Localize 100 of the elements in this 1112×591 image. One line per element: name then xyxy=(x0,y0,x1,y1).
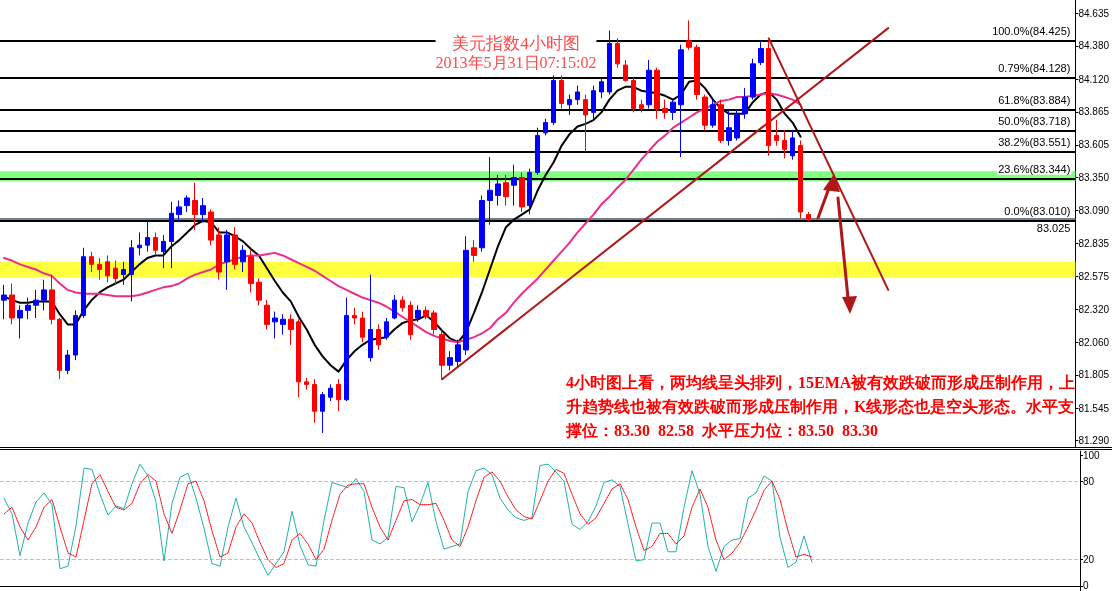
candlestick xyxy=(368,274,373,362)
candlestick xyxy=(471,239,477,263)
candlestick xyxy=(208,208,214,246)
candlestick xyxy=(607,30,612,96)
candlestick xyxy=(654,67,660,120)
candlestick xyxy=(718,99,724,144)
candlestick xyxy=(376,323,381,351)
candlestick xyxy=(463,235,469,356)
candlestick xyxy=(702,94,708,131)
y-tick-label: 83.865 xyxy=(1078,106,1110,118)
candlestick xyxy=(224,229,230,291)
ref-line-label: 0.0%(83.010) xyxy=(1004,205,1071,218)
candlestick xyxy=(447,350,453,371)
y-tick-label: 81.290 xyxy=(1078,435,1110,447)
candlestick xyxy=(113,260,118,286)
candlestick xyxy=(192,182,198,231)
candlestick xyxy=(527,168,532,216)
candlestick xyxy=(392,294,397,320)
candlestick xyxy=(89,251,94,273)
y-tick-label: 83.090 xyxy=(1078,205,1110,217)
candlestick xyxy=(121,261,126,286)
candlestick xyxy=(575,85,580,106)
candlestick xyxy=(81,247,86,319)
candlestick xyxy=(161,234,166,269)
candlestick xyxy=(280,313,286,336)
candlestick xyxy=(591,85,596,120)
candlestick xyxy=(216,226,222,281)
candlestick xyxy=(535,127,540,176)
ref-line-label: 50.0%(83.718) xyxy=(998,114,1071,127)
candlestick xyxy=(431,309,437,336)
candlestick xyxy=(33,289,39,319)
candlestick xyxy=(543,118,548,136)
candlestick xyxy=(511,164,517,207)
y-tick-label: 83.350 xyxy=(1078,172,1110,184)
candlestick xyxy=(631,77,636,113)
candlestick xyxy=(176,200,182,223)
y-tick-label: 80 xyxy=(1083,475,1095,487)
candlestick xyxy=(97,257,102,281)
candlestick xyxy=(105,254,110,283)
candlestick xyxy=(137,231,142,256)
candlestick xyxy=(312,378,317,424)
candlestick xyxy=(503,174,509,207)
y-tick-label: 20 xyxy=(1083,554,1095,566)
candlestick xyxy=(415,304,421,323)
candlestick xyxy=(734,109,740,141)
candlestick xyxy=(320,391,325,434)
y-tick-label: 81.545 xyxy=(1078,402,1110,414)
candlestick xyxy=(304,377,309,391)
ref-line-label: 100.0%(84.425) xyxy=(992,25,1071,38)
candlestick xyxy=(384,317,389,341)
candlestick xyxy=(742,87,748,120)
candlestick xyxy=(662,99,668,120)
candlestick xyxy=(1,284,7,320)
candlestick xyxy=(256,277,262,306)
candlestick xyxy=(272,311,278,339)
candlestick xyxy=(25,297,31,320)
y-tick-label: 0 xyxy=(1083,580,1089,591)
y-tick-label: 84.380 xyxy=(1078,40,1110,52)
candlestick xyxy=(200,197,206,223)
candlestick xyxy=(73,309,78,361)
candlestick xyxy=(264,299,270,330)
candlestick xyxy=(49,274,55,325)
candlestick xyxy=(129,239,134,302)
candlestick xyxy=(487,156,493,226)
y-tick-label: 82.060 xyxy=(1078,336,1110,348)
candlestick xyxy=(328,383,333,402)
text: 美元指数4小时图 xyxy=(452,34,580,53)
y-tick-label: 81.805 xyxy=(1078,369,1110,381)
annotation: 4小时图上看，两均线呈头排列，15EMA被有效跌破而形成压制作用，上升趋势线也被有效跌破而形成压制作用，K线形态也是空头形态。水平支撑位：83.30 82.58 水平压力位：83.50 83.30 xyxy=(565,373,1076,439)
candlestick xyxy=(296,318,301,398)
candlestick xyxy=(694,44,700,101)
candlestick xyxy=(153,231,158,255)
candlestick xyxy=(623,59,628,83)
y-tick-label: 84.635 xyxy=(1078,7,1110,19)
candlestick xyxy=(678,44,684,158)
candlestick xyxy=(639,99,644,113)
candlestick xyxy=(439,329,445,380)
y-tick-label: 84.120 xyxy=(1078,73,1110,85)
ref-line-label: 83.025 xyxy=(1036,221,1071,234)
ref-line-label: 38.2%(83.551) xyxy=(998,136,1071,149)
candlestick xyxy=(615,37,620,69)
candlestick xyxy=(646,59,652,110)
candlestick xyxy=(686,19,692,51)
candlestick xyxy=(790,129,795,161)
candlestick xyxy=(288,313,294,346)
candlestick xyxy=(559,74,564,110)
candlestick xyxy=(65,349,70,375)
candlestick xyxy=(352,307,357,325)
candlestick xyxy=(766,39,771,157)
ref-line-label: 23.6%(83.344) xyxy=(998,163,1071,176)
y-tick-label: 100 xyxy=(1083,449,1101,461)
candlestick xyxy=(806,211,811,222)
candlestick xyxy=(782,129,787,159)
candlestick xyxy=(423,306,429,320)
candlestick xyxy=(232,226,238,270)
candlestick xyxy=(567,94,572,116)
candlestick xyxy=(583,94,588,153)
ref-line-label: 0.79%(84.128) xyxy=(998,62,1071,75)
y-tick-label: 83.605 xyxy=(1078,139,1110,151)
candlestick xyxy=(726,109,732,147)
